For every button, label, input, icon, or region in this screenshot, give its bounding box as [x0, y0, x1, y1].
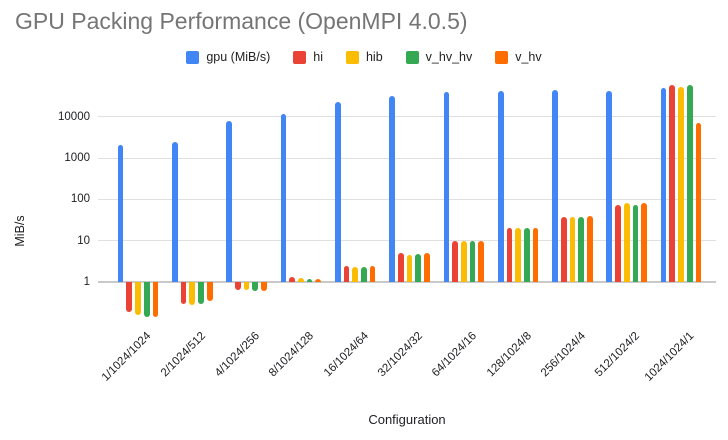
x-axis-title: Configuration	[368, 412, 446, 427]
legend-item-gpu[interactable]: gpu (MiB/s)	[186, 50, 270, 64]
x-tick-label: 1/1024/1024	[99, 330, 154, 384]
x-tick-label: 8/1024/128	[267, 330, 317, 380]
bar-hi[interactable]	[289, 277, 296, 282]
bar-hib[interactable]	[189, 282, 196, 305]
x-tick-label: 128/1024/8	[484, 330, 534, 380]
bar-gpu (MiB/s)[interactable]	[443, 91, 450, 282]
bar-v_hv_hv[interactable]	[252, 282, 259, 292]
bar-gpu (MiB/s)[interactable]	[389, 95, 395, 282]
gridline	[98, 116, 716, 118]
bar-gpu (MiB/s)[interactable]	[497, 91, 504, 282]
y-tick-label: 1000	[64, 152, 90, 165]
bar-hib[interactable]	[678, 86, 684, 282]
bar-v_hv[interactable]	[369, 265, 376, 282]
x-tick-label: 32/1024/32	[375, 330, 425, 380]
bar-v_hv_hv[interactable]	[469, 240, 476, 282]
bar-hi[interactable]	[615, 204, 621, 282]
bar-hi[interactable]	[560, 216, 567, 282]
bar-v_hv[interactable]	[586, 215, 593, 282]
bar-v_hv_hv[interactable]	[143, 282, 150, 318]
bar-v_hv[interactable]	[641, 203, 647, 282]
y-tick-label: 1	[83, 276, 90, 288]
bar-gpu (MiB/s)[interactable]	[552, 90, 558, 282]
bar-v_hv[interactable]	[152, 282, 159, 318]
bar-gpu (MiB/s)[interactable]	[117, 144, 124, 282]
legend-label: v_hv	[515, 50, 542, 64]
bar-hib[interactable]	[352, 267, 359, 282]
legend-swatch-hi	[293, 50, 307, 64]
bar-hib[interactable]	[623, 203, 630, 282]
bar-hi[interactable]	[343, 266, 350, 282]
bar-v_hv[interactable]	[315, 278, 322, 282]
y-tick-label: 10	[77, 234, 90, 247]
bar-hi[interactable]	[452, 240, 458, 282]
bar-v_hv_hv[interactable]	[361, 267, 367, 282]
bar-gpu (MiB/s)[interactable]	[172, 141, 178, 282]
bar-hib[interactable]	[298, 277, 304, 282]
bar-hi[interactable]	[126, 282, 133, 312]
x-tick-label: 1024/1024/1	[642, 330, 697, 384]
gridline	[98, 157, 716, 159]
bar-v_hv_hv[interactable]	[632, 204, 639, 282]
bar-v_hv_hv[interactable]	[198, 282, 204, 305]
bar-v_hv[interactable]	[532, 228, 539, 282]
legend-item-v_hv_hv[interactable]: v_hv_hv	[405, 50, 473, 64]
bar-v_hv_hv[interactable]	[306, 278, 313, 282]
bar-gpu (MiB/s)[interactable]	[226, 120, 233, 282]
legend-swatch-gpu	[186, 50, 200, 64]
bar-v_hv[interactable]	[206, 282, 213, 301]
legend-label: hib	[365, 50, 383, 64]
x-tick-label: 4/1024/256	[212, 330, 263, 380]
bar-gpu (MiB/s)[interactable]	[334, 101, 341, 282]
legend-swatch-hib	[345, 50, 359, 64]
bar-v_hv_hv[interactable]	[523, 228, 530, 282]
legend-swatch-v_hv_hv	[405, 50, 419, 64]
legend: gpu (MiB/s) hi hib v_hv_hv v_hv	[0, 48, 728, 66]
bar-v_hv[interactable]	[478, 240, 485, 282]
bar-hi[interactable]	[506, 228, 513, 282]
gridline	[98, 240, 716, 242]
bar-gpu (MiB/s)[interactable]	[606, 91, 613, 282]
bar-hi[interactable]	[669, 85, 676, 282]
bar-v_hv[interactable]	[424, 253, 430, 282]
bar-hib[interactable]	[515, 228, 521, 282]
bar-v_hv_hv[interactable]	[415, 253, 422, 282]
bar-hib[interactable]	[243, 282, 250, 290]
x-tick-label: 256/1024/4	[538, 330, 588, 380]
bar-hib[interactable]	[569, 216, 576, 282]
bar-v_hv[interactable]	[261, 282, 267, 292]
bar-v_hv_hv[interactable]	[686, 85, 693, 282]
legend-label: gpu (MiB/s)	[206, 50, 271, 64]
bar-hib[interactable]	[406, 254, 413, 282]
legend-item-hib[interactable]: hib	[345, 50, 383, 64]
y-tick-label: 10000	[58, 110, 90, 123]
bar-gpu (MiB/s)[interactable]	[280, 113, 287, 282]
bar-v_hv[interactable]	[695, 123, 702, 282]
legend-swatch-v_hv	[495, 50, 509, 64]
bar-hib[interactable]	[460, 240, 467, 282]
x-tick-label: 64/1024/16	[430, 330, 480, 380]
gridline	[98, 281, 716, 283]
bar-hi[interactable]	[235, 282, 241, 290]
gridline	[98, 198, 716, 200]
legend-label: v_hv_hv	[425, 50, 473, 64]
legend-label: hi	[313, 50, 323, 64]
bar-gpu (MiB/s)[interactable]	[660, 87, 667, 282]
bar-hi[interactable]	[180, 282, 187, 305]
x-tick-label: 512/1024/2	[593, 330, 643, 380]
x-tick-label: 2/1024/512	[158, 330, 208, 380]
bar-v_hv_hv[interactable]	[578, 216, 584, 282]
bar-hib[interactable]	[135, 282, 141, 315]
chart-title: GPU Packing Performance (OpenMPI 4.0.5)	[15, 8, 468, 34]
x-tick-label: 16/1024/64	[321, 330, 371, 380]
bar-hi[interactable]	[397, 253, 404, 282]
legend-item-hi[interactable]: hi	[293, 50, 323, 64]
legend-item-v_hv[interactable]: v_hv	[495, 50, 542, 64]
y-tick-label: 100	[70, 193, 90, 206]
